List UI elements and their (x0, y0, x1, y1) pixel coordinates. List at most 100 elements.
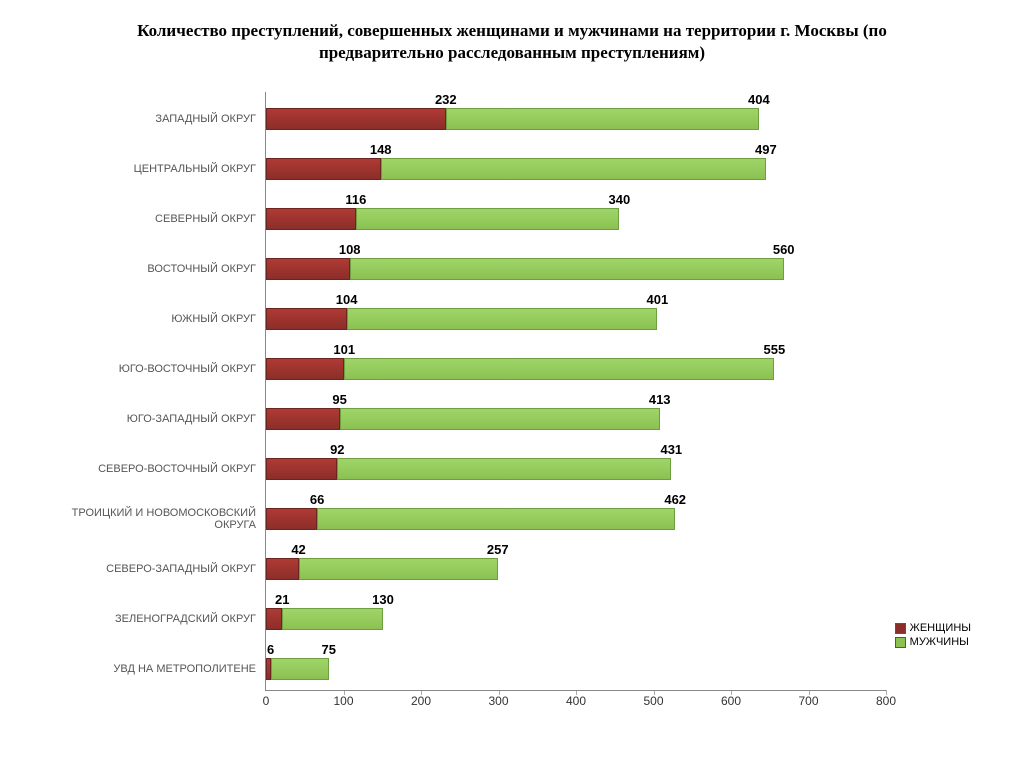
value-label-women: 21 (275, 592, 289, 607)
value-label-men: 462 (664, 492, 686, 507)
bar-row: ЮГО-ЗАПАДНЫЙ ОКРУГ95413 (266, 394, 886, 444)
x-tick-label: 700 (798, 694, 818, 708)
bar-stack (266, 608, 383, 630)
bar-segment-men (356, 208, 620, 230)
bar-segment-men (299, 558, 498, 580)
bar-segment-women (266, 508, 317, 530)
value-label-men: 413 (649, 392, 671, 407)
category-label: СЕВЕРНЫЙ ОКРУГ (31, 213, 262, 225)
legend-swatch-women (895, 623, 906, 634)
bar-row: СЕВЕРО-ВОСТОЧНЫЙ ОКРУГ92431 (266, 444, 886, 494)
bar-row: ЗАПАДНЫЙ ОКРУГ232404 (266, 94, 886, 144)
category-label: СЕВЕРО-ВОСТОЧНЫЙ ОКРУГ (31, 463, 262, 475)
x-tick-label: 300 (488, 694, 508, 708)
bar-segment-men (381, 158, 766, 180)
bar-row: УВД НА МЕТРОПОЛИТЕНЕ675 (266, 644, 886, 694)
value-label-women: 116 (345, 192, 366, 207)
category-label: ЮГО-ЗАПАДНЫЙ ОКРУГ (31, 413, 262, 425)
bar-row: СЕВЕРО-ЗАПАДНЫЙ ОКРУГ42257 (266, 544, 886, 594)
bar-segment-women (266, 408, 340, 430)
x-tick-label: 800 (876, 694, 896, 708)
bar-stack (266, 358, 774, 380)
value-label-women: 232 (435, 92, 457, 107)
category-label: СЕВЕРО-ЗАПАДНЫЙ ОКРУГ (31, 563, 262, 575)
legend-label-women: ЖЕНЩИНЫ (910, 622, 971, 634)
bar-segment-women (266, 608, 282, 630)
chart-title: Количество преступлений, совершенных жен… (102, 20, 922, 64)
bar-stack (266, 408, 660, 430)
value-label-men: 257 (487, 542, 509, 557)
category-label: ЗЕЛЕНОГРАДСКИЙ ОКРУГ (31, 613, 262, 625)
bar-stack (266, 508, 675, 530)
bar-segment-women (266, 458, 337, 480)
bar-stack (266, 308, 657, 330)
value-label-men: 555 (764, 342, 786, 357)
bar-segment-men (271, 658, 329, 680)
value-label-women: 95 (332, 392, 346, 407)
bar-row: ТРОИЦКИЙ И НОВОМОСКОВСКИЙ ОКРУГА66462 (266, 494, 886, 544)
category-label: ЮЖНЫЙ ОКРУГ (31, 313, 262, 325)
category-label: ВОСТОЧНЫЙ ОКРУГ (31, 263, 262, 275)
plot-area: ЖЕНЩИНЫ МУЖЧИНЫ 010020030040050060070080… (265, 92, 886, 691)
legend-item-men: МУЖЧИНЫ (895, 636, 971, 648)
bar-segment-women (266, 108, 446, 130)
bar-stack (266, 558, 498, 580)
x-tick-label: 600 (721, 694, 741, 708)
x-tick-label: 400 (566, 694, 586, 708)
category-label: ЗАПАДНЫЙ ОКРУГ (31, 113, 262, 125)
bar-row: ВОСТОЧНЫЙ ОКРУГ108560 (266, 244, 886, 294)
bar-stack (266, 658, 329, 680)
bar-segment-men (347, 308, 658, 330)
x-tick-label: 100 (333, 694, 353, 708)
bar-row: ЮГО-ВОСТОЧНЫЙ ОКРУГ101555 (266, 344, 886, 394)
value-label-women: 101 (333, 342, 355, 357)
category-label: УВД НА МЕТРОПОЛИТЕНЕ (31, 663, 262, 675)
chart-container: ЖЕНЩИНЫ МУЖЧИНЫ 0 100 200 300 400 500 600 700 80… (30, 82, 990, 732)
value-label-men: 431 (660, 442, 682, 457)
bar-segment-men (282, 608, 383, 630)
x-tick-label: 500 (643, 694, 663, 708)
bar-row: СЕВЕРНЫЙ ОКРУГ116340 (266, 194, 886, 244)
legend: ЖЕНЩИНЫ МУЖЧИНЫ (895, 620, 971, 650)
legend-item-women: ЖЕНЩИНЫ (895, 622, 971, 634)
x-tick-label: 0 (263, 694, 270, 708)
bar-segment-women (266, 558, 299, 580)
bar-segment-women (266, 158, 381, 180)
value-label-women: 148 (370, 142, 392, 157)
bar-segment-women (266, 258, 350, 280)
value-label-women: 104 (336, 292, 358, 307)
bar-segment-men (446, 108, 759, 130)
bar-stack (266, 258, 784, 280)
legend-label-men: МУЖЧИНЫ (910, 636, 969, 648)
value-label-men: 560 (773, 242, 795, 257)
bar-segment-men (340, 408, 660, 430)
legend-swatch-men (895, 637, 906, 648)
bar-segment-women (266, 208, 356, 230)
value-label-women: 108 (339, 242, 361, 257)
value-label-women: 66 (310, 492, 324, 507)
bar-segment-women (266, 308, 347, 330)
category-label: ЮГО-ВОСТОЧНЫЙ ОКРУГ (31, 363, 262, 375)
bar-segment-men (344, 358, 774, 380)
x-tick-label: 200 (411, 694, 431, 708)
bar-segment-men (350, 258, 784, 280)
value-label-men: 401 (647, 292, 669, 307)
value-label-men: 497 (755, 142, 777, 157)
category-label: ТРОИЦКИЙ И НОВОМОСКОВСКИЙ ОКРУГА (31, 507, 262, 531)
category-label: ЦЕНТРАЛЬНЫЙ ОКРУГ (31, 163, 262, 175)
value-label-men: 340 (609, 192, 631, 207)
value-label-men: 130 (372, 592, 394, 607)
bar-stack (266, 458, 671, 480)
bar-segment-women (266, 358, 344, 380)
value-label-women: 6 (267, 642, 274, 657)
value-label-women: 42 (291, 542, 305, 557)
value-label-women: 92 (330, 442, 344, 457)
bar-row: ЗЕЛЕНОГРАДСКИЙ ОКРУГ21130 (266, 594, 886, 644)
bar-segment-men (317, 508, 675, 530)
bar-stack (266, 208, 619, 230)
value-label-men: 404 (748, 92, 770, 107)
bar-stack (266, 108, 759, 130)
bar-stack (266, 158, 766, 180)
bar-row: ЮЖНЫЙ ОКРУГ104401 (266, 294, 886, 344)
bar-row: ЦЕНТРАЛЬНЫЙ ОКРУГ148497 (266, 144, 886, 194)
